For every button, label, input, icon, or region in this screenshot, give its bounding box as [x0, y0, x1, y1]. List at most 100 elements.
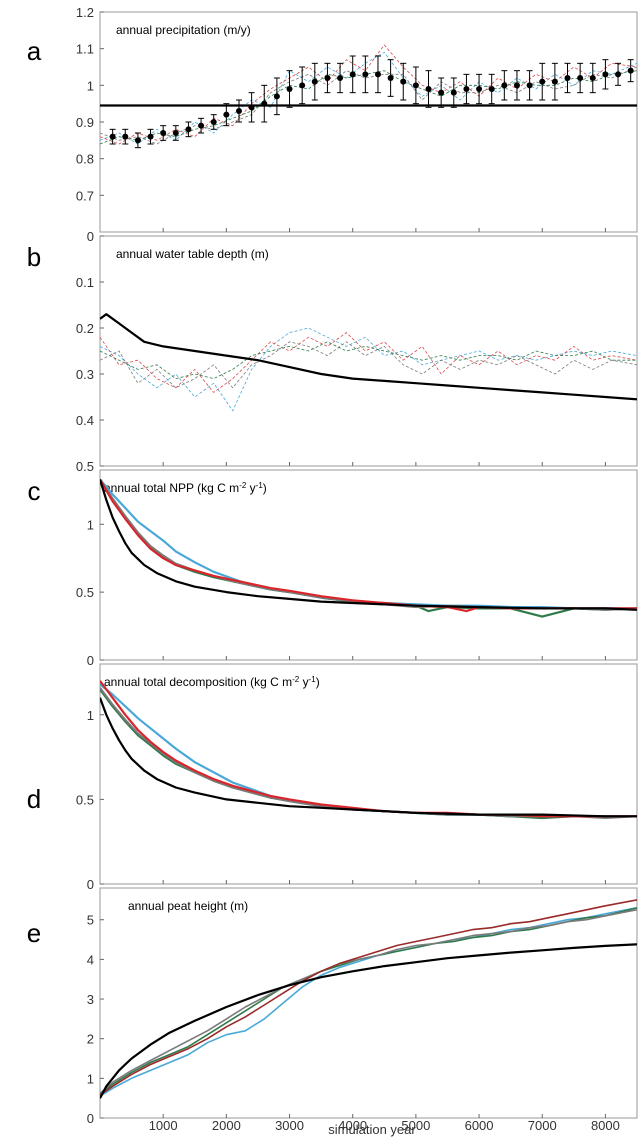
mean-point: [134, 137, 141, 144]
mean-point: [261, 100, 268, 107]
y-tick-label: 0.9: [76, 115, 94, 130]
y-tick-label: 0.3: [76, 367, 94, 382]
series-line-4: [100, 680, 637, 818]
title-part: ): [316, 675, 320, 689]
mean-point: [463, 86, 470, 92]
mean-point: [488, 86, 495, 92]
panel-title: annual peat height (m): [128, 899, 248, 913]
mean-point: [337, 75, 344, 81]
mean-point: [589, 75, 596, 81]
mean-point: [526, 82, 533, 89]
series-line-1: [100, 683, 637, 818]
mean-point: [324, 75, 331, 81]
series-line-3: [100, 687, 637, 819]
panel-b: b annual water table depth (m) 0 0.1 0.2 0.3 0…: [27, 229, 638, 474]
x-tick-label: 8000: [591, 1118, 620, 1133]
panel-letter: a: [27, 36, 42, 66]
panel-title: annual water table depth (m): [116, 247, 269, 261]
series-line-1: [100, 478, 637, 610]
title-superscript: -1: [256, 481, 264, 490]
y-tick-label: 0: [87, 229, 94, 244]
mean-point: [349, 71, 356, 78]
mean-point: [577, 75, 584, 81]
series-line-1: [100, 51, 637, 145]
y-tick-label: 3: [87, 992, 94, 1007]
title-part: y: [246, 481, 255, 495]
plot-area: [100, 680, 637, 820]
plot-frame: [99, 887, 638, 1119]
mean-point: [387, 75, 394, 81]
y-tick-label: 1: [87, 517, 94, 532]
series-line-3: [100, 909, 637, 1095]
title-part: y: [299, 675, 308, 689]
mean-point: [615, 71, 622, 78]
title-superscript: -2: [292, 675, 300, 684]
y-tick-label: 1.1: [76, 42, 94, 57]
mean-point: [539, 78, 546, 85]
plot-area: [100, 478, 637, 618]
x-tick-label: 3000: [275, 1118, 304, 1133]
panel-c: c annual total NPP (kg C m-2 y-1) 0 0.5 1: [28, 469, 638, 668]
x-tick-label: 5000: [401, 1118, 430, 1133]
x-tick-label: 7000: [528, 1118, 557, 1133]
mean-point: [412, 82, 419, 89]
y-tick-label: 0: [87, 653, 94, 668]
mean-point: [198, 122, 205, 129]
y-tick-label: 0: [87, 1111, 94, 1126]
mean-point: [400, 78, 407, 85]
plot-frame: [99, 11, 638, 233]
y-tick-label: 5: [87, 913, 94, 928]
panel-title: annual total NPP (kg C m-2 y-1): [104, 481, 267, 496]
plot-area: [100, 313, 637, 412]
series-line-1: [100, 907, 637, 1097]
y-tick-label: 1.2: [76, 5, 94, 20]
y-tick-label: 0.2: [76, 321, 94, 336]
mean-point: [513, 82, 520, 89]
y-tick-label: 0.5: [76, 459, 94, 474]
y-tick-label: 0.5: [76, 792, 94, 807]
y-tick-label: 0.4: [76, 413, 94, 428]
y-tick-label: 1: [87, 1071, 94, 1086]
mean-point: [564, 75, 571, 81]
y-tick-label: 2: [87, 1032, 94, 1047]
mean-point: [425, 86, 432, 92]
mean-point: [172, 130, 179, 136]
mean-point: [374, 71, 381, 78]
y-tick-label: 4: [87, 952, 94, 967]
plot-area: [100, 899, 637, 1099]
mean-point: [147, 133, 154, 140]
series-line-3: [100, 478, 637, 611]
series-line-5: [100, 697, 637, 818]
panels-group: a annual precipitation (m/y) 0.7 0.8 0.9 1 1.1…: [27, 5, 638, 1133]
mean-point: [160, 130, 167, 136]
mean-point: [122, 133, 129, 140]
series-line-4: [100, 478, 637, 613]
plot-area: [100, 44, 637, 149]
mean-point: [501, 82, 508, 89]
plot-frame: [99, 663, 638, 885]
mean-point: [551, 78, 558, 85]
panel-title: annual precipitation (m/y): [116, 23, 251, 37]
series-line-2: [100, 907, 637, 1095]
x-tick-label: 1000: [149, 1118, 178, 1133]
x-tick-label: 2000: [212, 1118, 241, 1133]
mean-point: [627, 67, 634, 74]
series-line-2: [100, 478, 637, 618]
mean-point: [438, 89, 445, 96]
mean-point: [210, 119, 217, 125]
series-line-4: [100, 341, 637, 389]
panel-letter: e: [27, 918, 41, 948]
plot-frame: [99, 235, 638, 467]
y-tick-label: 1: [87, 708, 94, 723]
mean-point: [602, 71, 609, 78]
panel-e: e annual peat height (m) 0 1 2 3 4 5 1000 2000 300…: [27, 887, 638, 1133]
series-line-2: [100, 332, 637, 393]
panel-letter: b: [27, 242, 41, 272]
mean-point: [362, 71, 369, 78]
y-tick-label: 0.8: [76, 152, 94, 167]
y-tick-label: 1: [87, 78, 94, 93]
x-tick-label: 6000: [465, 1118, 494, 1133]
mean-point: [109, 133, 116, 140]
series-line-3: [100, 341, 637, 379]
